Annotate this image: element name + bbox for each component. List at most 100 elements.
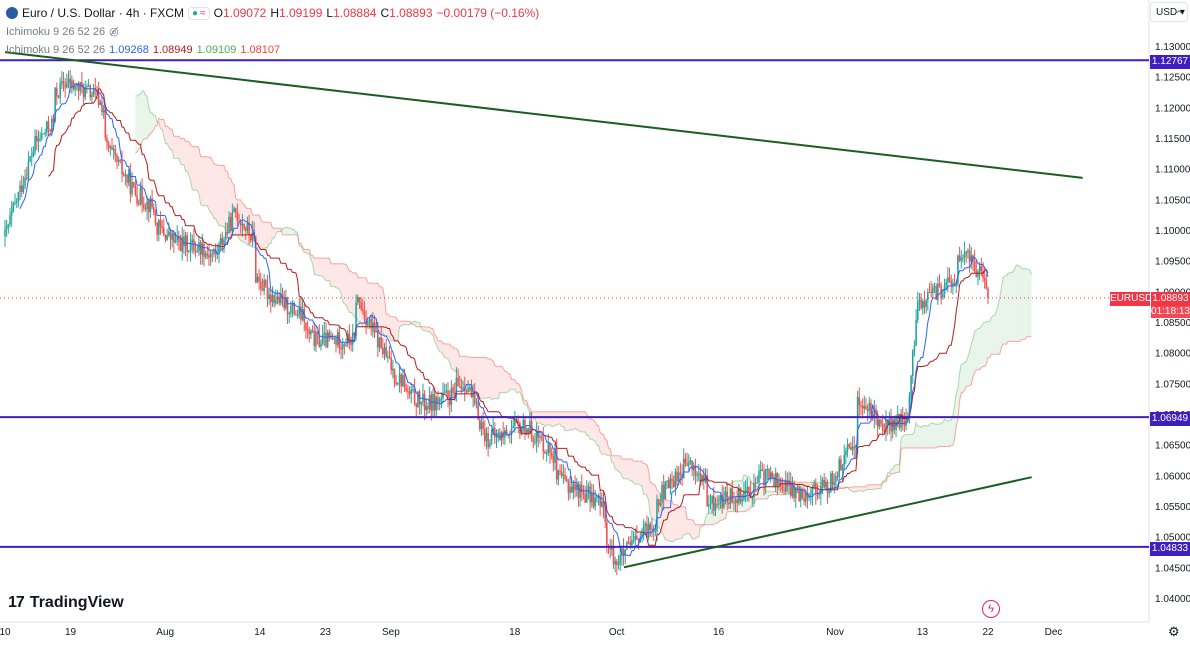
candle-body — [557, 470, 560, 480]
candle-body — [27, 161, 30, 179]
tradingview-logo[interactable]: 17 TradingView — [8, 594, 124, 612]
candle-body — [111, 146, 113, 150]
candle-body — [542, 437, 545, 452]
indicator-label[interactable]: Ichimoku 9 26 52 26 — [6, 44, 106, 56]
candle-body — [321, 335, 324, 344]
y-tick-label: 1.12000 — [1155, 103, 1190, 114]
candle-body — [883, 430, 886, 432]
candle-body — [62, 81, 65, 86]
x-tick-label: Oct — [609, 627, 625, 638]
collapse-icon[interactable]: ⌃ — [1174, 8, 1185, 22]
kumo-cloud-segment — [944, 418, 947, 447]
kumo-cloud-segment — [304, 249, 306, 253]
kumo-cloud-segment — [902, 434, 905, 449]
kumo-cloud-segment — [879, 484, 882, 489]
candle-body — [799, 488, 802, 501]
kumo-cloud-segment — [887, 472, 890, 477]
kumo-cloud-segment — [857, 486, 860, 492]
kumo-cloud-segment — [1018, 265, 1020, 342]
kumo-cloud-segment — [168, 127, 171, 150]
kumo-cloud-segment — [481, 357, 484, 399]
candle-body — [181, 236, 184, 252]
currency-button[interactable]: USD ▾ — [1150, 2, 1188, 22]
x-tick-label: 22 — [982, 627, 994, 638]
candle-body — [473, 392, 476, 404]
candle-body — [744, 490, 747, 493]
lightning-icon[interactable]: ϟ — [982, 600, 1000, 618]
candle-body — [657, 499, 660, 506]
candle-body — [278, 296, 280, 304]
settings-gear-icon[interactable]: ⚙ — [1168, 624, 1180, 639]
candle-body — [131, 182, 133, 195]
kumo-cloud-segment — [668, 501, 671, 542]
kumo-cloud-segment — [621, 458, 624, 479]
candle-body — [804, 492, 807, 502]
trendline[interactable] — [623, 476, 1032, 569]
candle-body — [487, 433, 489, 448]
candle-body — [40, 133, 43, 139]
hidden-eye-icon[interactable]: ◎̸ — [109, 26, 119, 38]
candle-body — [692, 465, 695, 471]
candle-body — [171, 233, 173, 240]
candle-body — [494, 428, 496, 438]
candle-body — [937, 283, 939, 300]
kumo-cloud-segment — [984, 321, 987, 367]
kumo-cloud-segment — [341, 263, 343, 302]
kumo-cloud-segment — [891, 468, 893, 474]
candle-body — [815, 483, 817, 495]
kumo-cloud-segment — [568, 411, 571, 431]
buy-sell-chip[interactable]: ● ≈ — [188, 6, 210, 20]
candle-body — [52, 118, 55, 122]
candle-body — [758, 471, 760, 483]
candle-body — [831, 473, 834, 485]
kumo-cloud-segment — [687, 519, 689, 534]
candle-body — [669, 478, 672, 489]
y-tick-label: 1.04000 — [1155, 594, 1190, 605]
trendline[interactable] — [4, 51, 1083, 179]
candle-body — [259, 281, 262, 289]
kumo-cloud-segment — [297, 231, 300, 246]
candle-body — [784, 480, 787, 492]
x-tick-label: Sep — [382, 627, 400, 638]
candle-body — [12, 203, 15, 212]
y-tick-label: 1.05000 — [1155, 533, 1190, 544]
candle-body — [246, 222, 249, 231]
indicator-label[interactable]: Ichimoku 9 26 52 26 — [6, 25, 106, 38]
candle-body — [916, 301, 919, 320]
candle-body — [748, 486, 750, 492]
candle-body — [885, 420, 887, 432]
candle-body — [982, 270, 984, 279]
kumo-cloud-segment — [381, 286, 383, 333]
kumo-cloud-segment — [695, 524, 698, 539]
kumo-cloud-segment — [707, 513, 709, 525]
candle-body — [413, 389, 416, 404]
y-tick-label: 1.08500 — [1155, 318, 1190, 329]
kumo-cloud-segment — [996, 305, 999, 355]
kumo-cloud-segment — [441, 340, 444, 355]
kumo-cloud-segment — [347, 267, 350, 313]
candle-body — [696, 474, 698, 476]
kumo-cloud-segment — [489, 358, 492, 400]
kumo-cloud-segment — [160, 119, 163, 130]
kumo-cloud-segment — [145, 94, 148, 140]
candle-body — [445, 390, 448, 393]
kumo-cloud-segment — [643, 463, 646, 495]
candle-body — [547, 443, 550, 454]
kumo-cloud-segment — [936, 424, 938, 449]
kumo-cloud-segment — [927, 424, 930, 449]
candle-body — [112, 149, 115, 151]
kumo-cloud-segment — [391, 316, 393, 342]
kumo-cloud-segment — [971, 338, 973, 385]
candle-body — [560, 471, 563, 476]
kumo-cloud-segment — [548, 411, 550, 425]
candle-body — [677, 472, 680, 482]
symbol-title[interactable]: Euro / U.S. Dollar · 4h · FXCM — [22, 6, 185, 20]
kumo-cloud-segment — [807, 482, 810, 486]
candle-body — [559, 470, 561, 472]
candle-body — [850, 446, 852, 451]
kumo-cloud-segment — [693, 521, 696, 539]
kumo-cloud-segment — [847, 487, 850, 490]
kumo-cloud-segment — [1023, 268, 1025, 340]
kumo-cloud-segment — [613, 455, 616, 470]
